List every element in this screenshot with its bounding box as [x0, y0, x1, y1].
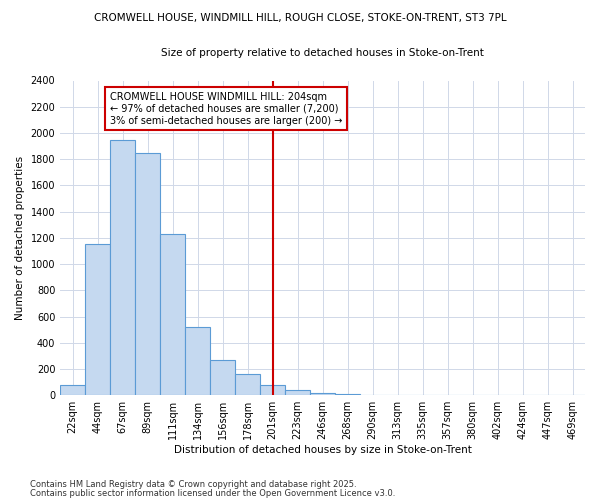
- Title: Size of property relative to detached houses in Stoke-on-Trent: Size of property relative to detached ho…: [161, 48, 484, 58]
- Bar: [235, 374, 260, 395]
- Text: CROMWELL HOUSE, WINDMILL HILL, ROUGH CLOSE, STOKE-ON-TRENT, ST3 7PL: CROMWELL HOUSE, WINDMILL HILL, ROUGH CLO…: [94, 12, 506, 22]
- Bar: [60, 384, 85, 395]
- Bar: [260, 384, 285, 395]
- Bar: [160, 234, 185, 395]
- Text: Contains public sector information licensed under the Open Government Licence v3: Contains public sector information licen…: [30, 489, 395, 498]
- Bar: [185, 327, 210, 395]
- Text: CROMWELL HOUSE WINDMILL HILL: 204sqm
← 97% of detached houses are smaller (7,200: CROMWELL HOUSE WINDMILL HILL: 204sqm ← 9…: [110, 92, 343, 126]
- Bar: [85, 244, 110, 395]
- Bar: [285, 390, 310, 395]
- Y-axis label: Number of detached properties: Number of detached properties: [15, 156, 25, 320]
- Bar: [210, 360, 235, 395]
- Bar: [335, 394, 360, 395]
- Text: Contains HM Land Registry data © Crown copyright and database right 2025.: Contains HM Land Registry data © Crown c…: [30, 480, 356, 489]
- Bar: [310, 392, 335, 395]
- Bar: [110, 140, 135, 395]
- Bar: [135, 152, 160, 395]
- X-axis label: Distribution of detached houses by size in Stoke-on-Trent: Distribution of detached houses by size …: [173, 445, 472, 455]
